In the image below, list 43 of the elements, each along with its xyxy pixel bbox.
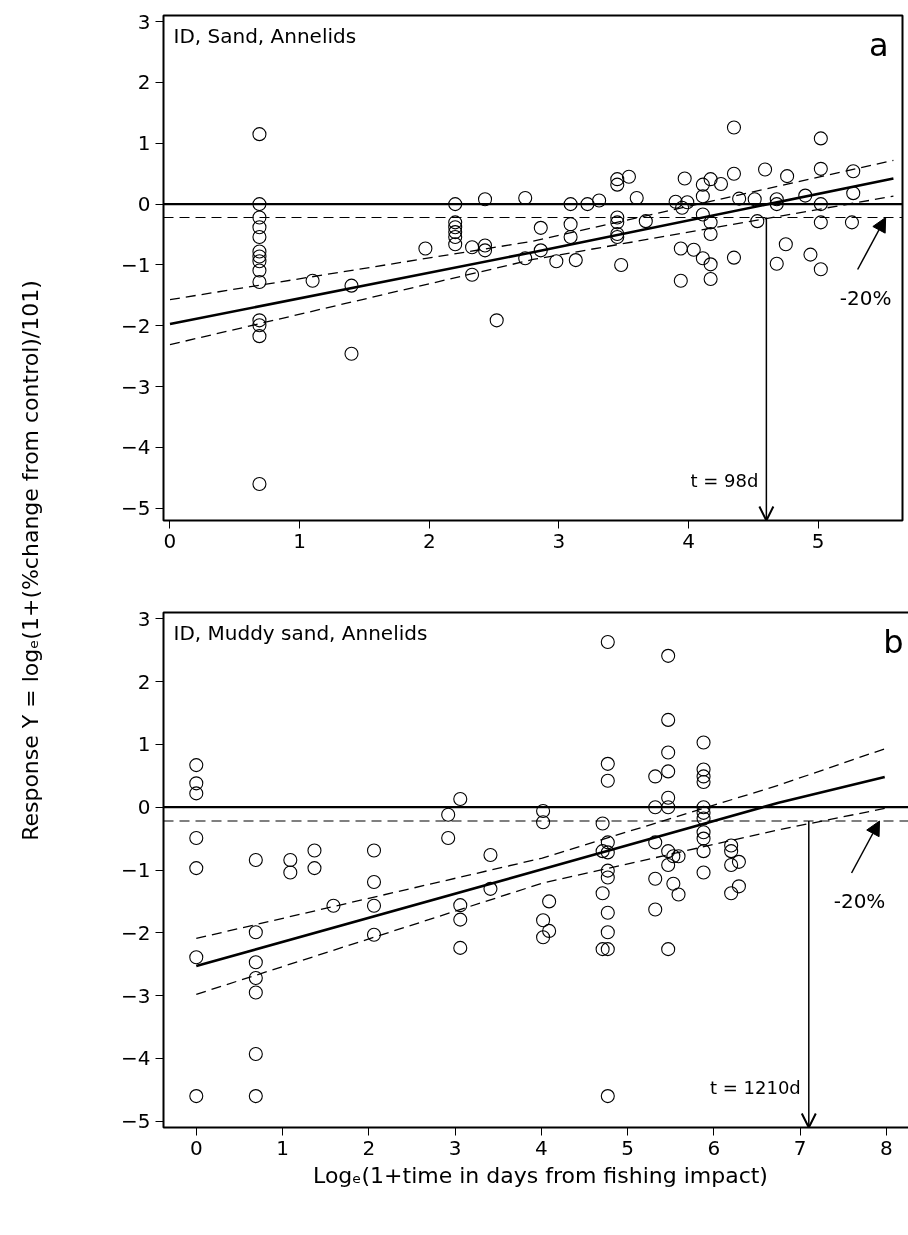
y-tick-label: 1 — [137, 732, 151, 757]
x-tick-label: 7 — [793, 1135, 807, 1160]
x-tick-label: 0 — [189, 1135, 203, 1160]
y-tick-label: −2 — [121, 313, 151, 338]
y-tick-label: −3 — [121, 983, 151, 1008]
y-tick-label: 0 — [137, 192, 151, 217]
y-tick-label: 2 — [137, 669, 151, 694]
annotation: -20% — [839, 285, 892, 310]
text: ID, Sand, Annelids — [173, 23, 357, 48]
y-tick-label: −3 — [121, 374, 151, 399]
x-axis-title: Logₑ(1+time in days from fishing impact) — [313, 1162, 768, 1188]
y-tick-label: 2 — [137, 70, 151, 95]
x-tick-label: 4 — [535, 1135, 548, 1160]
y-tick-label: 3 — [137, 606, 151, 631]
y-tick-label: −2 — [121, 920, 151, 945]
y-tick-label: −4 — [121, 1046, 151, 1071]
y-tick-label: 3 — [137, 9, 151, 34]
x-tick-label: 3 — [552, 528, 566, 553]
x-tick-label: 1 — [276, 1135, 289, 1160]
x-tick-label: 0 — [163, 528, 177, 553]
x-tick-label: 5 — [621, 1135, 634, 1160]
x-tick-label: 2 — [422, 528, 436, 553]
y-axis-title: Response Y = logₑ(1+(%change from control)/101) — [18, 280, 43, 841]
text: ID, Muddy sand, Annelids — [173, 620, 428, 645]
x-tick-label: 8 — [880, 1135, 893, 1160]
annotation: -20% — [833, 889, 886, 914]
x-tick-label: 3 — [448, 1135, 462, 1160]
annotation: a — [868, 25, 889, 64]
x-tick-label: 2 — [362, 1135, 376, 1160]
y-tick-label: −5 — [121, 1109, 151, 1134]
y-tick-label: −1 — [121, 252, 151, 277]
x-tick-label: 4 — [682, 528, 695, 553]
annotation: b — [883, 622, 904, 661]
x-tick-label: 5 — [811, 528, 825, 553]
y-tick-label: −5 — [121, 496, 151, 521]
y-tick-label: −4 — [121, 435, 151, 460]
x-tick-label: 1 — [293, 528, 306, 553]
y-tick-label: 1 — [137, 131, 151, 156]
y-tick-label: −1 — [121, 858, 151, 882]
x-tick-label: 6 — [707, 1135, 721, 1160]
y-tick-label: 0 — [137, 795, 151, 820]
annotation: t = 98d — [690, 469, 759, 491]
annotation: t = 1210d — [709, 1076, 801, 1098]
